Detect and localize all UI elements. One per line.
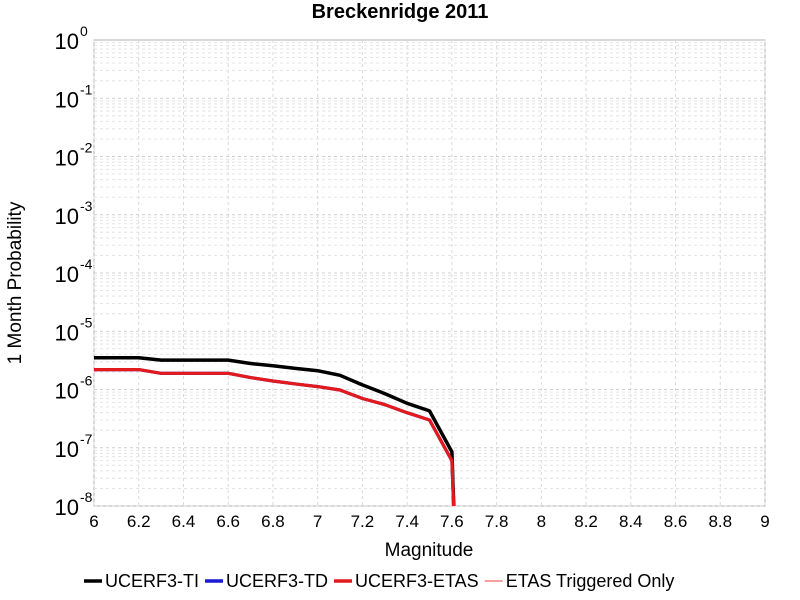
legend-label: UCERF3-ETAS (355, 571, 479, 591)
x-tick-label: 7 (313, 512, 322, 531)
x-tick-label: 6.4 (172, 512, 196, 531)
y-tick-exponent: -2 (80, 140, 93, 156)
y-tick-base: 10 (55, 379, 79, 404)
y-tick-base: 10 (55, 320, 79, 345)
x-tick-label: 8.2 (574, 512, 598, 531)
x-tick-label: 6 (89, 512, 98, 531)
x-tick-label: 8.6 (664, 512, 688, 531)
chart-title: Breckenridge 2011 (312, 1, 489, 23)
x-tick-label: 8 (537, 512, 546, 531)
x-tick-label: 8.8 (708, 512, 732, 531)
y-tick-base: 10 (55, 495, 79, 520)
y-tick-label: 10 -5 (55, 314, 93, 345)
y-tick-base: 10 (55, 87, 79, 112)
legend: UCERF3-TI UCERF3-TD UCERF3-ETAS ETAS Trigge… (84, 571, 674, 591)
y-tick-label: 10 -6 (55, 373, 93, 404)
y-tick-label: 10 -8 (55, 489, 93, 520)
y-tick-base: 10 (55, 146, 79, 171)
x-tick-label: 7.2 (351, 512, 375, 531)
y-tick-base: 10 (55, 29, 79, 54)
y-tick-exponent: -4 (80, 256, 93, 272)
legend-item: UCERF3-ETAS (334, 571, 479, 591)
x-tick-label: 6.8 (261, 512, 285, 531)
legend-label: ETAS Triggered Only (506, 571, 675, 591)
x-tick-label: 9 (760, 512, 769, 531)
y-tick-exponent: -3 (80, 198, 93, 214)
y-tick-label: 10 -1 (55, 81, 93, 112)
y-tick-base: 10 (55, 262, 79, 287)
y-tick-exponent: -1 (80, 81, 93, 97)
legend-item: UCERF3-TI (84, 571, 199, 591)
y-tick-label: 10 -4 (55, 256, 93, 287)
x-tick-label: 6.2 (127, 512, 151, 531)
x-tick-label: 7.8 (485, 512, 509, 531)
x-axis-label: Magnitude (385, 540, 474, 561)
grid (93, 40, 766, 507)
y-tick-label: 10 -3 (55, 198, 93, 229)
series-line-ucerf3-ti (94, 356, 456, 506)
y-tick-exponent: 0 (80, 23, 88, 39)
y-tick-exponent: -5 (80, 314, 93, 330)
series-line-ucerf3-etas (94, 368, 456, 506)
legend-label: UCERF3-TI (105, 571, 199, 591)
legend-label: UCERF3-TD (226, 571, 328, 591)
y-axis-label: 1 Month Probability (5, 201, 26, 364)
x-tick-label: 8.4 (619, 512, 643, 531)
y-tick-exponent: -6 (80, 373, 93, 389)
y-tick-base: 10 (55, 204, 79, 229)
y-tick-base: 10 (55, 437, 79, 462)
x-tick-label: 6.6 (216, 512, 240, 531)
y-tick-label: 10 0 (55, 23, 88, 54)
legend-item: UCERF3-TD (205, 571, 328, 591)
y-tick-label: 10 -7 (55, 431, 93, 462)
x-tick-label: 7.6 (440, 512, 464, 531)
x-tick-label: 7.4 (395, 512, 419, 531)
y-tick-exponent: -7 (80, 431, 93, 447)
x-axis-ticks: 6 6.2 6.4 6.6 6.8 7 7.2 7.4 7.6 7.8 8 8.2 8.4 8.6 8.8 9 (89, 512, 769, 531)
y-tick-exponent: -8 (80, 489, 93, 505)
series-layer (94, 356, 456, 506)
legend-item: ETAS Triggered Only (484, 571, 675, 591)
y-tick-label: 10 -2 (55, 140, 93, 171)
